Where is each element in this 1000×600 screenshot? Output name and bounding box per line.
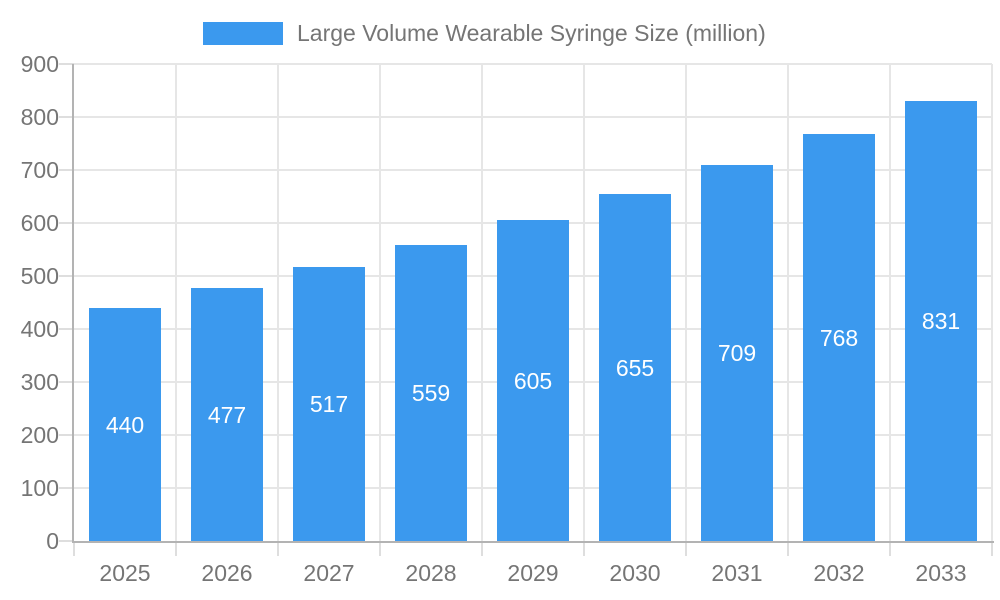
bar-value-label: 440 — [105, 412, 145, 438]
x-axis-tick — [583, 543, 585, 556]
y-axis-tick-label: 400 — [20, 316, 59, 342]
x-axis-tick-label: 2027 — [303, 560, 355, 586]
x-axis-tick-label: 2030 — [609, 560, 661, 586]
x-axis-tick — [73, 543, 75, 556]
bar-value-label: 559 — [411, 380, 451, 406]
y-axis-tick — [59, 328, 74, 330]
y-axis-tick-label: 800 — [20, 104, 59, 130]
bar-2026[interactable] — [191, 288, 263, 541]
vertical-gridline — [379, 64, 381, 541]
legend-label: Large Volume Wearable Syringe Size (mill… — [297, 20, 766, 46]
y-axis-tick-label: 700 — [20, 157, 59, 183]
x-axis-tick-label: 2028 — [405, 560, 457, 586]
horizontal-gridline — [74, 116, 992, 118]
y-axis-tick-label: 0 — [46, 528, 59, 554]
horizontal-gridline — [74, 169, 992, 171]
vertical-gridline — [277, 64, 279, 541]
bar-2030[interactable] — [599, 194, 671, 541]
y-axis-tick — [59, 275, 74, 277]
y-axis-tick — [59, 222, 74, 224]
x-axis-tick-label: 2033 — [915, 560, 967, 586]
y-axis-tick-label: 500 — [20, 263, 59, 289]
bar-value-label: 768 — [819, 325, 859, 351]
y-axis-tick — [59, 63, 74, 65]
y-axis-tick — [59, 381, 74, 383]
bar-2032[interactable] — [803, 134, 875, 541]
y-axis-tick-label: 200 — [20, 422, 59, 448]
bar-value-label: 605 — [513, 368, 553, 394]
bar-2028[interactable] — [395, 245, 467, 541]
bar-2031[interactable] — [701, 165, 773, 541]
x-axis-tick — [379, 543, 381, 556]
y-axis-tick — [59, 116, 74, 118]
vertical-gridline — [583, 64, 585, 541]
vertical-gridline — [991, 64, 993, 541]
x-axis-tick-label: 2031 — [711, 560, 763, 586]
axis-lines — [72, 64, 994, 543]
y-axis-tick-label: 900 — [20, 51, 59, 77]
bar-value-label: 477 — [207, 402, 247, 428]
bar-value-label: 831 — [921, 308, 961, 334]
y-axis-tick-label: 300 — [20, 369, 59, 395]
bar-value-label: 517 — [309, 391, 349, 417]
y-axis-tick — [59, 540, 74, 542]
vertical-gridline — [175, 64, 177, 541]
horizontal-gridline — [74, 63, 992, 65]
y-axis-tick — [59, 169, 74, 171]
y-axis-tick — [59, 434, 74, 436]
x-axis-tick — [481, 543, 483, 556]
x-axis-tick — [685, 543, 687, 556]
bar-2029[interactable] — [497, 220, 569, 541]
y-axis-tick-label: 600 — [20, 210, 59, 236]
y-axis-tick-label: 100 — [20, 475, 59, 501]
vertical-gridline — [787, 64, 789, 541]
x-axis-tick — [991, 543, 993, 556]
vertical-gridline — [889, 64, 891, 541]
legend-swatch — [203, 22, 283, 45]
x-axis-tick-label: 2025 — [99, 560, 151, 586]
x-axis-tick — [175, 543, 177, 556]
y-axis-tick — [59, 487, 74, 489]
x-axis-tick — [787, 543, 789, 556]
bar-2033[interactable] — [905, 101, 977, 541]
bar-2027[interactable] — [293, 267, 365, 541]
x-axis-tick — [277, 543, 279, 556]
x-axis-tick — [889, 543, 891, 556]
x-axis-tick-label: 2032 — [813, 560, 865, 586]
x-axis-tick-label: 2026 — [201, 560, 253, 586]
vertical-gridline — [685, 64, 687, 541]
x-axis-tick-label: 2029 — [507, 560, 559, 586]
vertical-gridline — [481, 64, 483, 541]
bar-value-label: 655 — [615, 355, 655, 381]
bar-value-label: 709 — [717, 340, 757, 366]
bar-2025[interactable] — [89, 308, 161, 541]
